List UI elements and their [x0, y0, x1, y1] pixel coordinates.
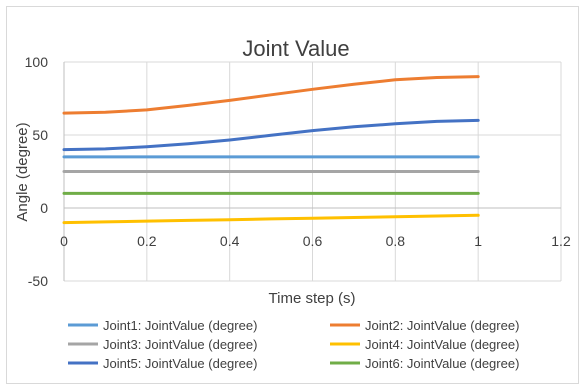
- x-tick-label: 1.2: [551, 233, 571, 249]
- x-axis-label: Time step (s): [269, 290, 356, 307]
- legend-label: Joint5: JointValue (degree): [103, 356, 257, 371]
- x-tick-label: 0.6: [303, 233, 323, 249]
- legend-label: Joint1: JointValue (degree): [103, 318, 257, 333]
- x-tick-label: 0.8: [386, 233, 406, 249]
- y-tick-label: 0: [40, 200, 48, 216]
- legend: Joint1: JointValue (degree) Joint2: Joint…: [68, 318, 519, 371]
- chart-frame: [6, 6, 579, 384]
- y-tick-label: -50: [28, 273, 48, 289]
- legend-item: Joint3: JointValue (degree): [68, 337, 257, 352]
- x-tick-label: 0.2: [137, 233, 157, 249]
- legend-item: Joint1: JointValue (degree): [68, 318, 257, 333]
- x-tick-label: 0: [60, 233, 68, 249]
- tick-labels: -50 0 50 100 0 0.2 0.4 0.6 0.8 1 1.2: [25, 54, 571, 289]
- legend-item: Joint2: JointValue (degree): [330, 318, 519, 333]
- y-tick-label: 50: [32, 127, 48, 143]
- gridlines: [64, 61, 562, 282]
- y-axis-label: Angle (degree): [14, 122, 31, 221]
- series-line-5: [62, 118, 480, 152]
- series-line-4: [62, 213, 480, 225]
- legend-item: Joint4: JointValue (degree): [330, 337, 519, 352]
- legend-label: Joint6: JointValue (degree): [365, 356, 519, 371]
- x-tick-label: 0.4: [220, 233, 240, 249]
- series-line-2: [62, 75, 480, 115]
- legend-item: Joint5: JointValue (degree): [68, 356, 257, 371]
- legend-label: Joint2: JointValue (degree): [365, 318, 519, 333]
- legend-label: Joint3: JointValue (degree): [103, 337, 257, 352]
- legend-item: Joint6: JointValue (degree): [330, 356, 519, 371]
- series-lines: [62, 75, 480, 225]
- legend-label: Joint4: JointValue (degree): [365, 337, 519, 352]
- y-tick-label: 100: [25, 54, 49, 70]
- chart-title: Joint Value: [242, 36, 349, 61]
- x-tick-label: 1: [474, 233, 482, 249]
